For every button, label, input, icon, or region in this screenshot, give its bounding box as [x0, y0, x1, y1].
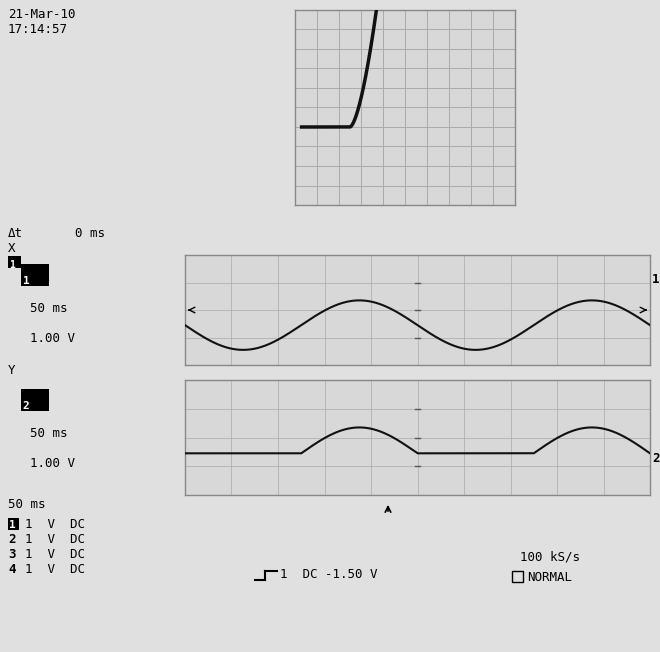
- Text: 3: 3: [8, 548, 15, 561]
- Text: 1  V  DC: 1 V DC: [25, 533, 85, 546]
- Text: 1: 1: [652, 273, 660, 286]
- Text: 1: 1: [22, 276, 30, 286]
- Text: 17:14:57: 17:14:57: [8, 23, 68, 36]
- Text: 2: 2: [652, 452, 660, 465]
- Bar: [21, 389, 49, 411]
- Text: 21-Mar-10: 21-Mar-10: [8, 8, 75, 21]
- Text: 1: 1: [9, 520, 16, 530]
- Text: 2: 2: [8, 533, 15, 546]
- Text: 1  V  DC: 1 V DC: [25, 563, 85, 576]
- Text: 1  V  DC: 1 V DC: [25, 518, 85, 531]
- Bar: [8, 256, 21, 268]
- Bar: [512, 571, 523, 582]
- Bar: [21, 264, 49, 286]
- Text: 50 ms: 50 ms: [8, 498, 46, 511]
- Text: 1: 1: [9, 260, 15, 270]
- Text: 1.00 V: 1.00 V: [30, 457, 75, 470]
- Text: 1.00 V: 1.00 V: [30, 332, 75, 345]
- Text: 4: 4: [8, 563, 15, 576]
- Text: Y: Y: [8, 364, 15, 377]
- Text: 50 ms: 50 ms: [30, 302, 68, 315]
- Text: Δt: Δt: [8, 227, 23, 240]
- Text: 1  DC -1.50 V: 1 DC -1.50 V: [280, 568, 378, 581]
- Text: 2: 2: [22, 401, 30, 411]
- Text: 0 ms: 0 ms: [75, 227, 105, 240]
- Text: NORMAL: NORMAL: [527, 571, 572, 584]
- Bar: [8, 518, 19, 530]
- Text: 50 ms: 50 ms: [30, 427, 68, 440]
- Text: 100 kS/s: 100 kS/s: [520, 550, 580, 563]
- Text: X: X: [8, 242, 15, 255]
- Text: 1  V  DC: 1 V DC: [25, 548, 85, 561]
